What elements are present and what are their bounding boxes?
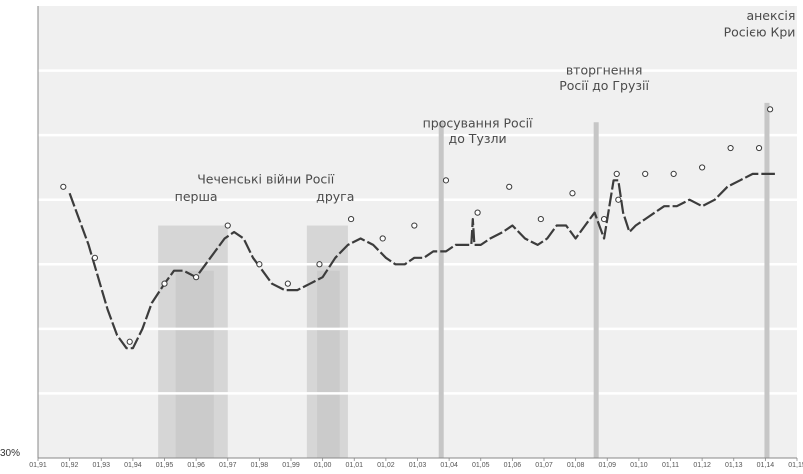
data-point: [224, 222, 231, 229]
x-tick-label: 01,93: [92, 462, 110, 469]
war-period-inner-2: [317, 270, 340, 458]
war-period-inner-1: [175, 270, 214, 458]
data-point: [193, 274, 200, 281]
war-period-label-2: друга: [316, 189, 354, 204]
data-point: [284, 280, 291, 287]
x-tick-label: 01,01: [345, 462, 363, 469]
trend-line: [68, 172, 775, 350]
gridlines: [38, 69, 797, 395]
x-tick-label: 01,06: [504, 462, 522, 469]
data-point: [569, 190, 576, 197]
x-tick-label: 01,12: [693, 462, 711, 469]
x-tick-label: 01,99: [282, 462, 300, 469]
x-tick-label: 01,10: [630, 462, 648, 469]
event-label-1-line-1: просування Росії: [423, 115, 533, 130]
data-point: [256, 261, 263, 268]
data-point: [91, 254, 99, 261]
x-tick-label: 01,96: [187, 462, 205, 469]
annotations: Чеченські війни Росії перша друга просуванн…: [175, 8, 796, 204]
event-label-3-line-2: Росією Кри: [724, 24, 796, 39]
data-point: [161, 280, 168, 287]
event-label-2-line-1: вторгнення: [566, 62, 643, 77]
data-point: [615, 196, 622, 203]
x-tick-label: 01,95: [156, 462, 174, 469]
data-point: [670, 170, 677, 177]
x-tick-label: 01,09: [598, 462, 616, 469]
war-period-label-1: перша: [175, 189, 218, 204]
x-tick-label: 01,92: [61, 462, 79, 469]
x-tick-label: 01,98: [251, 462, 269, 469]
x-tick-label: 01,13: [725, 462, 743, 469]
data-point: [506, 183, 513, 190]
event-marker-3: [764, 102, 770, 458]
x-tick-label: 01,07: [535, 462, 553, 469]
data-point: [411, 222, 418, 229]
event-label-1-line-2: до Тузли: [449, 131, 507, 146]
data-point: [316, 261, 323, 268]
data-point: [442, 177, 450, 184]
event-label-2-line-2: Росії до Грузії: [559, 78, 649, 93]
event-label-3-line-1: анексія: [746, 8, 795, 23]
plot-area: [38, 6, 797, 458]
x-tick-label: 01,04: [440, 462, 458, 469]
data-point: [613, 170, 620, 177]
event-marker-1: [438, 122, 444, 458]
war-group-label: Чеченські війни Росії: [197, 172, 335, 187]
data-point: [755, 144, 763, 152]
y-tick-label: 30%: [0, 448, 20, 459]
data-point: [347, 215, 355, 223]
data-point: [727, 144, 734, 152]
x-tick-label: 01,03: [409, 462, 427, 469]
data-point: [60, 183, 67, 190]
x-tick-label: 01,15: [788, 462, 803, 469]
x-tick-label: 01,05: [472, 462, 490, 469]
data-point: [642, 170, 649, 177]
x-tick-label: 01,91: [29, 462, 47, 469]
data-point: [379, 235, 386, 242]
data-point: [537, 215, 544, 223]
plot-background: [38, 6, 797, 458]
series: [60, 106, 775, 350]
x-tick-label: 01,97: [219, 462, 237, 469]
event-markers: [438, 102, 770, 458]
x-tick-label: 01,94: [124, 462, 142, 469]
x-tick-label: 01,11: [662, 462, 679, 469]
data-point: [600, 215, 608, 223]
axes: 01,91 01,92 01,93 01,94 01,95 01,96 01,97 01,98…: [0, 6, 803, 469]
data-point: [767, 106, 774, 113]
event-marker-2: [593, 122, 599, 458]
x-tick-label: 01,02: [377, 462, 395, 469]
x-tick-label: 01,14: [757, 462, 775, 469]
data-point: [474, 209, 481, 216]
x-tick-label: 01,08: [567, 462, 585, 469]
data-point: [699, 164, 706, 171]
x-tick-label: 01,00: [314, 462, 332, 469]
data-point: [126, 338, 133, 345]
